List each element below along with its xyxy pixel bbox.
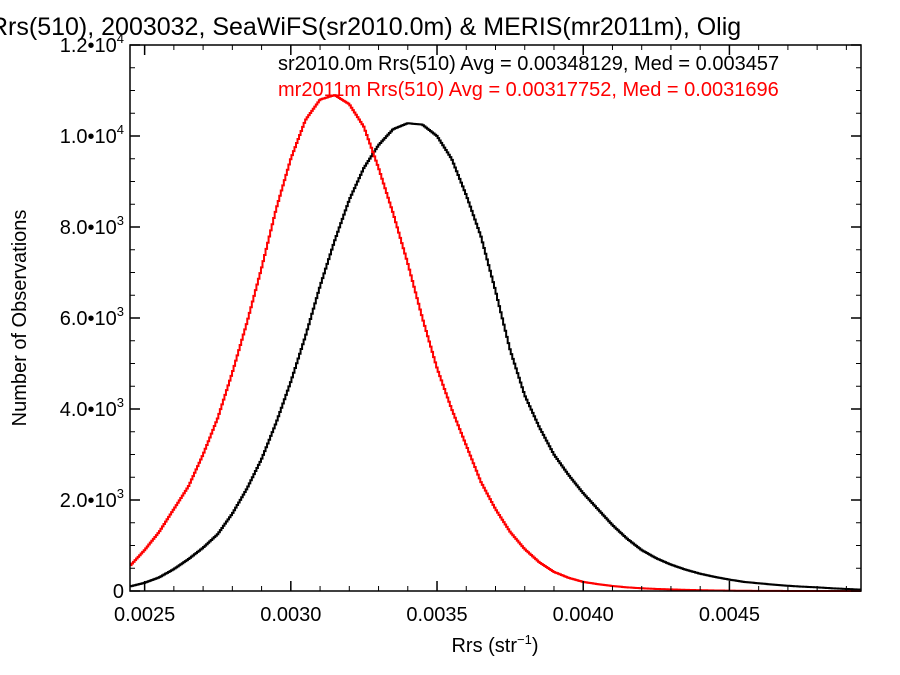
y-tick-label: 1.0•104 bbox=[60, 122, 124, 148]
x-axis-ticks: 0.0025 0.0030 0.0035 0.0040 0.0045 bbox=[114, 45, 847, 626]
y-tick-label: 8.0•103 bbox=[60, 213, 124, 239]
y-tick-label: 4.0•103 bbox=[60, 395, 124, 421]
x-tick-label: 0.0040 bbox=[553, 604, 614, 626]
series-line-mr2011m bbox=[130, 94, 861, 592]
chart-title: Rrs(510), 2003032, SeaWiFS(sr2010.0m) & … bbox=[0, 13, 741, 41]
x-axis-title: Rrs (str−1) bbox=[451, 632, 538, 657]
legend: sr2010.0m Rrs(510) Avg = 0.00348129, Med… bbox=[278, 53, 779, 101]
y-tick-label: 2.0•103 bbox=[60, 486, 124, 512]
y-tick-label: 6.0•103 bbox=[60, 304, 124, 330]
x-tick-label: 0.0035 bbox=[406, 604, 467, 626]
series-line-sr2010.0m bbox=[130, 122, 861, 591]
y-tick-label: 0 bbox=[113, 581, 124, 603]
y-axis-title: Number of Observations bbox=[9, 210, 31, 427]
x-tick-label: 0.0045 bbox=[699, 604, 760, 626]
series-layer bbox=[130, 94, 861, 592]
y-axis-ticks: 0 2.0•103 4.0•103 6.0•103 8.0•103 1.0•104 1.2•… bbox=[60, 31, 861, 603]
y-tick-label: 1.2•104 bbox=[60, 31, 124, 57]
plot-area bbox=[129, 44, 862, 592]
x-tick-label: 0.0030 bbox=[260, 604, 321, 626]
x-tick-label: 0.0025 bbox=[114, 604, 175, 626]
legend-entry-sr2010.0m: sr2010.0m Rrs(510) Avg = 0.00348129, Med… bbox=[278, 53, 779, 75]
legend-entry-mr2011m: mr2011m Rrs(510) Avg = 0.00317752, Med =… bbox=[278, 79, 779, 101]
